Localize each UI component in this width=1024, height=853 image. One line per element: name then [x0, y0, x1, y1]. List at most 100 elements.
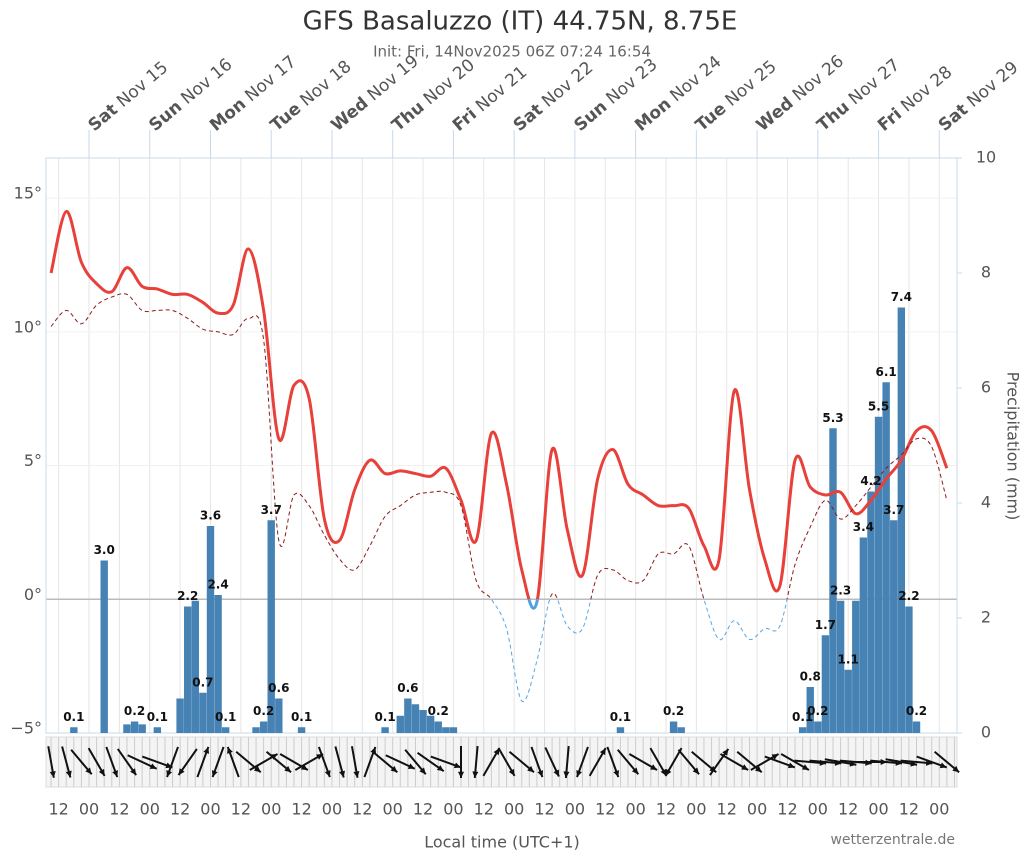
value-label: 0.1	[147, 710, 168, 724]
wind-head	[527, 765, 535, 773]
wind-arrow	[279, 753, 309, 771]
precip-bar	[411, 704, 420, 733]
x-tick-label: 12	[899, 800, 919, 819]
x-tick-label: 00	[443, 800, 463, 819]
precip-bar	[130, 721, 139, 733]
precip-bar	[176, 698, 184, 733]
wind-head	[939, 762, 947, 769]
x-tick-label: 12	[170, 800, 190, 819]
wind-arrow	[576, 746, 589, 778]
precip-bar	[214, 595, 222, 733]
precip-bar	[191, 600, 200, 733]
wind-arrow	[235, 750, 262, 774]
wind-head	[599, 748, 606, 756]
precip-bar	[806, 687, 814, 733]
credit: wetterzentrale.de	[830, 832, 955, 848]
precip-bar	[798, 727, 807, 733]
wind-arrow	[780, 753, 810, 771]
wind-head	[457, 771, 465, 778]
wind-head	[754, 765, 762, 773]
value-label: 3.7	[883, 503, 904, 517]
wind-head	[508, 768, 515, 776]
y-tick-label: 0°	[24, 585, 42, 604]
wind-head	[211, 770, 218, 778]
value-label: 0.1	[610, 710, 631, 724]
y-tick-label: 5°	[24, 451, 42, 470]
y2-axis-label: Precipitation (mm)	[1004, 372, 1023, 521]
wind-head	[65, 770, 72, 778]
wind-head	[339, 770, 345, 778]
x-tick-label: 00	[261, 800, 281, 819]
wind-arrow	[430, 755, 462, 769]
precip-bar	[434, 721, 442, 733]
wind-head	[631, 767, 639, 775]
x-tick-label: 12	[595, 800, 615, 819]
wind-arrow	[508, 750, 535, 774]
value-label: 3.6	[200, 509, 221, 523]
wind-head	[407, 763, 415, 769]
value-label: 0.2	[253, 704, 274, 718]
wind-arrow	[764, 755, 796, 769]
wind-head	[419, 767, 426, 775]
wind-arrow	[317, 746, 331, 778]
precip-bar	[297, 727, 306, 733]
precip-bar	[252, 727, 260, 733]
precip-bar	[814, 721, 822, 733]
precip-bar	[419, 710, 427, 733]
wind-head	[472, 771, 479, 778]
value-label: 2.3	[830, 583, 851, 597]
precip-bar	[396, 715, 404, 733]
precip-bar	[70, 727, 78, 733]
x-tick-label: 00	[79, 800, 99, 819]
value-label: 0.8	[800, 670, 821, 684]
precip-bar	[882, 382, 890, 733]
wind-arrow	[606, 746, 620, 778]
x-tick-label: 00	[686, 800, 706, 819]
value-label: 6.1	[876, 365, 897, 379]
wind-arrow	[719, 753, 749, 771]
y-tick-label: −5°	[10, 719, 42, 738]
x-tick-label: 12	[534, 800, 554, 819]
precip-bar	[669, 721, 678, 733]
wind-head	[553, 769, 559, 777]
x-tick-label: 00	[625, 800, 645, 819]
x-tick-label: 12	[717, 800, 737, 819]
value-label: 4.2	[860, 474, 881, 488]
x-tick-label: 00	[747, 800, 767, 819]
x-tick-label: 12	[838, 800, 858, 819]
precip-bar	[442, 727, 450, 733]
x-tick-label: 00	[808, 800, 828, 819]
precip-bar	[912, 721, 921, 733]
wind-arrow	[350, 746, 360, 778]
wind-arrow	[265, 750, 292, 774]
precip-bar	[138, 724, 146, 733]
wind-head	[85, 767, 92, 775]
value-label: 0.2	[807, 704, 828, 718]
wind-arrow	[334, 746, 345, 778]
value-label: 0.7	[192, 675, 213, 689]
wind-arrow	[497, 747, 516, 777]
value-label: 2.2	[898, 589, 919, 603]
wind-head	[722, 748, 729, 756]
wind-head	[563, 771, 570, 778]
precip-bar	[844, 669, 852, 733]
wind-head	[613, 770, 620, 778]
plot-border	[45, 157, 958, 734]
precip-bar	[859, 537, 868, 733]
wind-head	[300, 764, 308, 770]
wind-arrow	[416, 752, 445, 772]
precip-bar	[199, 692, 207, 733]
wind-head	[692, 767, 700, 775]
value-label: 0.2	[428, 704, 449, 718]
wind-head	[493, 748, 500, 756]
wind-head	[952, 765, 960, 773]
precip-bar	[852, 600, 860, 733]
wind-head	[741, 764, 749, 770]
chart-title: GFS Basaluzzo (IT) 44.75N, 8.75E	[303, 7, 738, 37]
value-label: 3.4	[853, 520, 874, 534]
wind-arrow	[482, 747, 501, 777]
y2-tick-label: 6	[981, 378, 991, 397]
x-tick-label: 12	[109, 800, 129, 819]
wind-arrow	[372, 750, 398, 774]
